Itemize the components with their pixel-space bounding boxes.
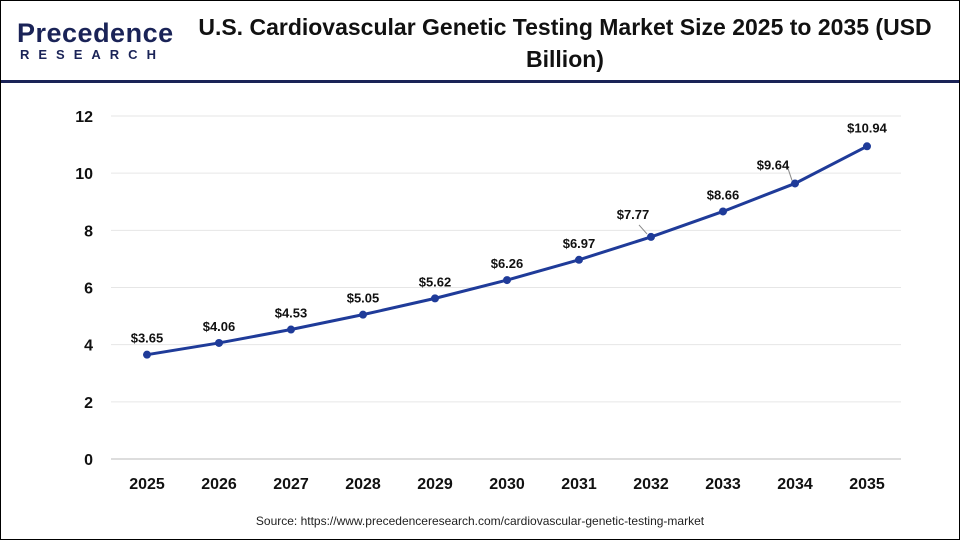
logo-line2: RESEARCH bbox=[20, 47, 165, 62]
data-label: $5.62 bbox=[419, 274, 452, 289]
data-label: $10.94 bbox=[847, 120, 888, 135]
data-point bbox=[431, 294, 439, 303]
source-note: Source: https://www.precedenceresearch.c… bbox=[255, 514, 705, 528]
label-leader bbox=[638, 224, 648, 235]
y-tick-label: 10 bbox=[75, 166, 93, 183]
x-tick-label: 2031 bbox=[561, 476, 597, 493]
data-label: $8.66 bbox=[707, 187, 740, 202]
x-tick-label: 2029 bbox=[417, 476, 453, 493]
data-label: $4.06 bbox=[203, 319, 236, 334]
data-point bbox=[647, 232, 655, 241]
header-divider bbox=[1, 80, 959, 83]
data-point bbox=[791, 179, 799, 188]
data-label: $7.77 bbox=[617, 207, 650, 222]
y-tick-label: 6 bbox=[84, 281, 93, 298]
x-tick-label: 2035 bbox=[849, 476, 885, 493]
x-tick-label: 2028 bbox=[345, 476, 381, 493]
data-point bbox=[719, 207, 727, 216]
data-label: $6.97 bbox=[563, 236, 596, 251]
y-tick-label: 12 bbox=[75, 109, 93, 126]
data-label: $5.05 bbox=[347, 291, 380, 306]
data-label: $3.65 bbox=[131, 331, 164, 346]
x-tick-label: 2033 bbox=[705, 476, 741, 493]
data-point bbox=[215, 338, 223, 347]
x-tick-label: 2025 bbox=[129, 476, 165, 493]
data-point bbox=[287, 325, 295, 334]
x-tick-label: 2027 bbox=[273, 476, 309, 493]
data-point bbox=[359, 310, 367, 319]
chart-title: U.S. Cardiovascular Genetic Testing Mark… bbox=[198, 14, 932, 72]
data-label: $9.64 bbox=[757, 157, 790, 172]
x-tick-label: 2032 bbox=[633, 476, 669, 493]
data-point bbox=[143, 350, 151, 359]
data-point bbox=[575, 255, 583, 264]
y-tick-label: 4 bbox=[84, 338, 93, 355]
logo-line1: Precedence bbox=[17, 18, 174, 48]
data-label: $4.53 bbox=[275, 306, 308, 321]
data-label: $6.26 bbox=[491, 256, 524, 271]
logo: Precedence RESEARCH bbox=[17, 19, 174, 62]
series-line bbox=[146, 144, 868, 357]
data-point bbox=[863, 142, 871, 151]
x-tick-label: 2034 bbox=[777, 476, 813, 493]
y-tick-label: 8 bbox=[84, 223, 93, 240]
y-tick-label: 2 bbox=[84, 395, 93, 412]
label-leader bbox=[786, 165, 793, 181]
x-tick-label: 2030 bbox=[489, 476, 525, 493]
y-tick-label: 0 bbox=[84, 452, 93, 469]
x-tick-label: 2026 bbox=[201, 476, 237, 493]
data-point bbox=[503, 276, 511, 285]
